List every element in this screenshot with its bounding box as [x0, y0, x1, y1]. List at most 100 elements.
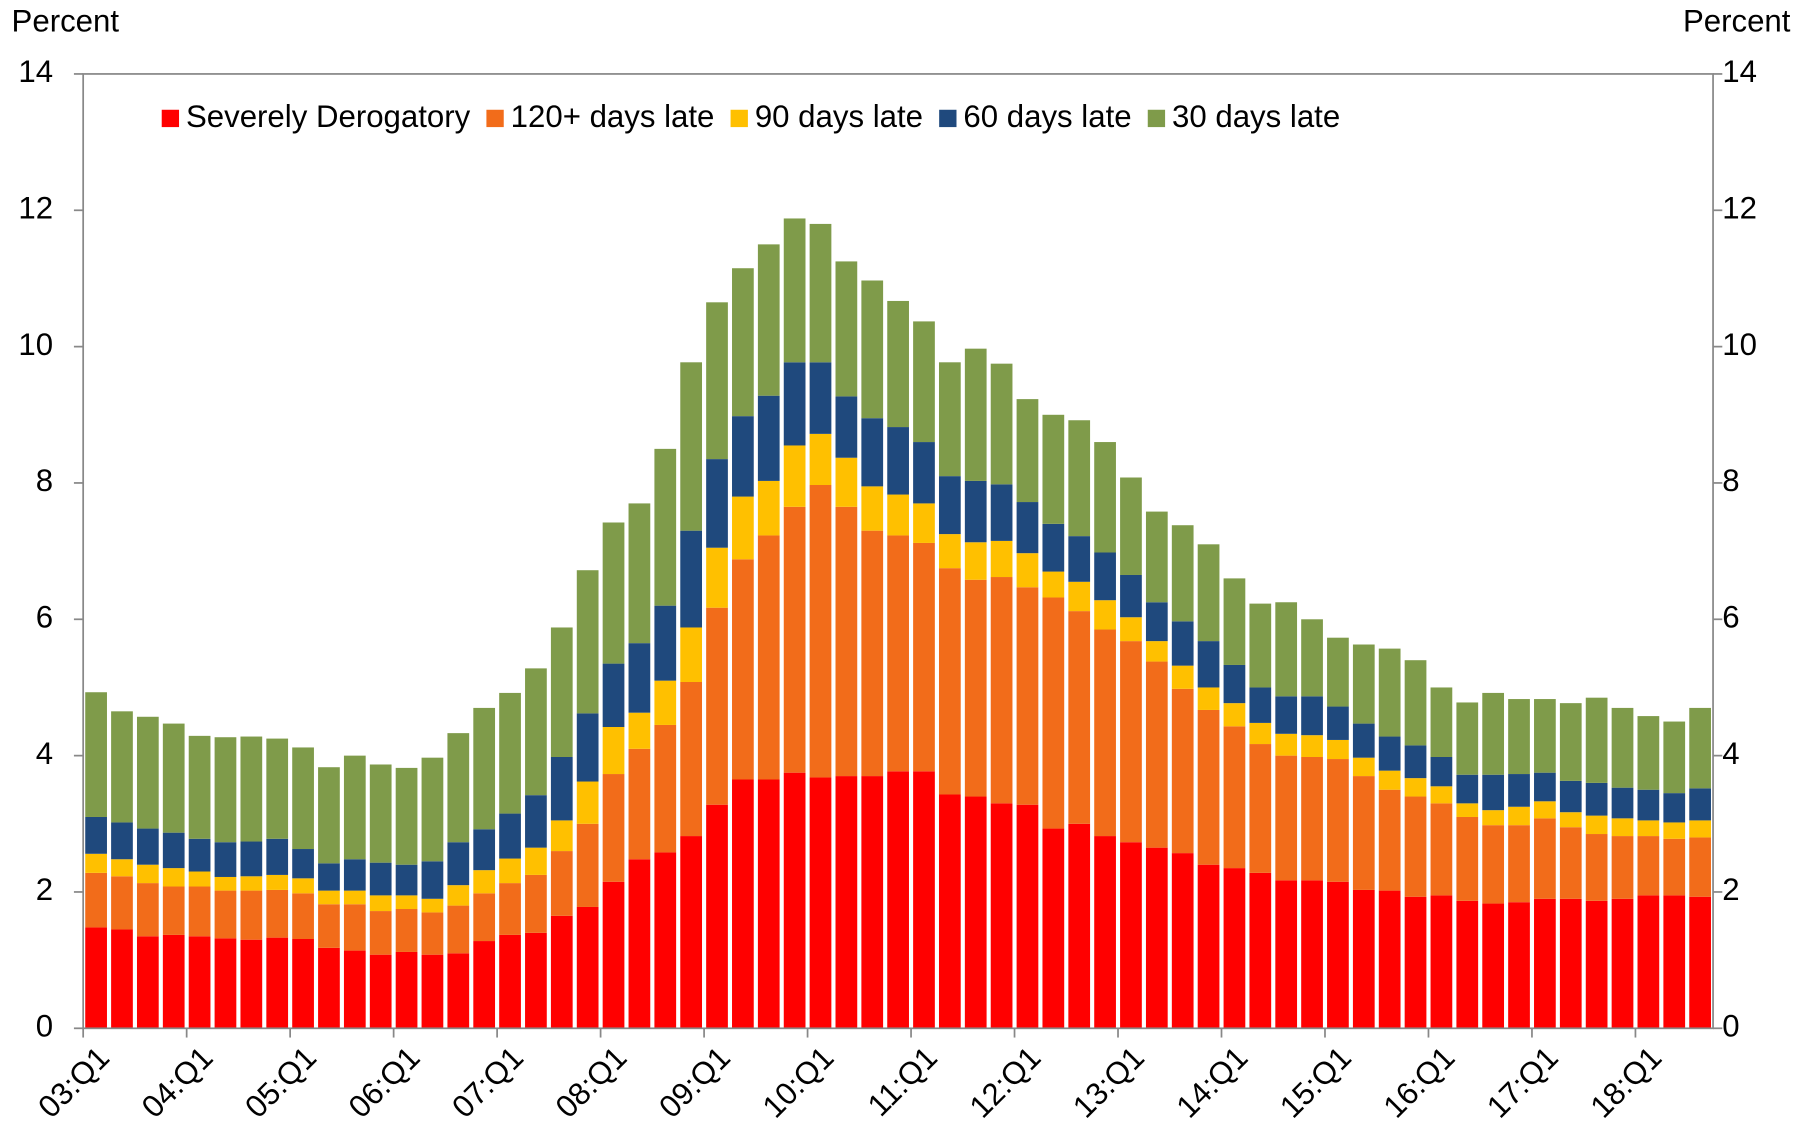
bar-segment — [318, 904, 340, 948]
bar-segment — [913, 542, 935, 772]
bar-segment — [861, 486, 884, 531]
bar-segment — [162, 868, 185, 887]
bar-segment — [861, 530, 884, 777]
bar-segment — [654, 605, 677, 681]
bar-segment — [318, 890, 340, 905]
bar-segment — [85, 692, 107, 817]
bar-segment — [964, 579, 987, 797]
bar-segment — [421, 757, 444, 862]
bar-segment — [887, 300, 909, 428]
bar-segment — [111, 711, 133, 823]
bar-segment — [1120, 641, 1142, 843]
bar-segment — [473, 829, 496, 871]
bar-segment — [85, 927, 107, 1029]
bar-segment — [938, 794, 961, 1029]
bar-segment — [913, 503, 935, 543]
bar-segment — [861, 280, 884, 419]
y2-tick-label: 4 — [1722, 736, 1739, 771]
y-axis-label: Percent — [12, 3, 120, 38]
bar-segment — [1482, 825, 1505, 904]
y2-tick-label: 2 — [1722, 872, 1739, 907]
bar-segment — [266, 874, 289, 890]
bar-segment — [214, 842, 237, 877]
bar-segment — [1120, 617, 1142, 642]
bar-segment — [421, 954, 444, 1029]
bar-segment — [1016, 804, 1039, 1029]
bar-segment — [188, 735, 211, 839]
bar-segment — [1223, 703, 1246, 727]
bar-segment — [85, 872, 107, 928]
bar-segment — [1120, 574, 1142, 618]
bar-segment — [1663, 895, 1686, 1029]
legend-swatch — [161, 109, 180, 128]
bar-segment — [1275, 696, 1298, 734]
bar-segment — [343, 859, 366, 891]
bar-segment — [421, 898, 444, 913]
bar-segment — [809, 485, 832, 778]
bar-segment — [395, 895, 418, 910]
bar-segment — [1663, 793, 1686, 823]
bar-segment — [757, 779, 780, 1029]
bar-segment — [1430, 803, 1453, 896]
x-tick-label: 16:Q1 — [1377, 1040, 1462, 1125]
bar-segment — [602, 726, 625, 775]
legend-swatch — [486, 109, 504, 128]
bar-segment — [266, 838, 289, 875]
bar-segment — [1171, 853, 1194, 1029]
bar-segment — [706, 607, 728, 805]
bar-segment — [1327, 759, 1349, 882]
bar-segment — [421, 861, 444, 899]
bar-segment — [188, 936, 211, 1029]
y2-tick-label: 14 — [1722, 54, 1757, 89]
bar-segment — [706, 804, 728, 1029]
bar-segment — [550, 851, 573, 916]
bar-segment — [1094, 600, 1116, 630]
bar-segment — [990, 363, 1013, 485]
plot-frame — [82, 73, 1714, 1030]
bar-segment — [1249, 687, 1272, 723]
bar-segment — [1223, 868, 1246, 1029]
bar-segment — [1145, 602, 1168, 642]
bar-segment — [318, 947, 340, 1029]
bar-segment — [1559, 780, 1582, 813]
bar-segment — [1404, 796, 1427, 897]
bar-segment — [732, 779, 754, 1029]
y2-tick-label: 6 — [1722, 600, 1739, 635]
bar-segment — [188, 886, 211, 937]
bar-segment — [1430, 756, 1453, 787]
bar-segment — [835, 776, 858, 1029]
bar-segment — [1042, 523, 1065, 572]
bar-segment — [1482, 774, 1505, 811]
bar-segment — [1094, 442, 1116, 553]
bar-segment — [887, 427, 909, 495]
bar-segment — [111, 822, 133, 860]
y-tick-label: 4 — [36, 736, 53, 771]
bar-segment — [990, 484, 1013, 541]
y2-axis-label: Percent — [1683, 3, 1791, 38]
bar-segment — [938, 362, 961, 477]
x-tick-label: 07:Q1 — [445, 1040, 530, 1125]
bar-segment — [1585, 815, 1608, 835]
bar-segment — [757, 395, 780, 481]
bar-segment — [447, 733, 470, 843]
bar-segment — [706, 459, 728, 548]
bar-segment — [525, 668, 547, 796]
bar-segment — [1197, 687, 1220, 710]
bar-segment — [1663, 838, 1686, 896]
bar-segment — [447, 953, 470, 1029]
bar-segment — [757, 244, 780, 396]
bar-segment — [783, 362, 806, 446]
bar-segment — [1637, 789, 1660, 821]
bar-segment — [473, 870, 496, 894]
bar-segment — [214, 938, 237, 1029]
bar-segment — [343, 904, 366, 951]
y2-tick-label: 10 — [1722, 327, 1757, 362]
bar-segment — [602, 663, 625, 727]
bar-segment — [1637, 836, 1660, 896]
y-tick-label: 8 — [36, 463, 53, 498]
bar-segment — [1327, 637, 1349, 707]
bar-segment — [162, 934, 185, 1029]
bar-segment — [602, 522, 625, 664]
bar-segment — [1301, 696, 1323, 736]
bar-segment — [887, 494, 909, 536]
